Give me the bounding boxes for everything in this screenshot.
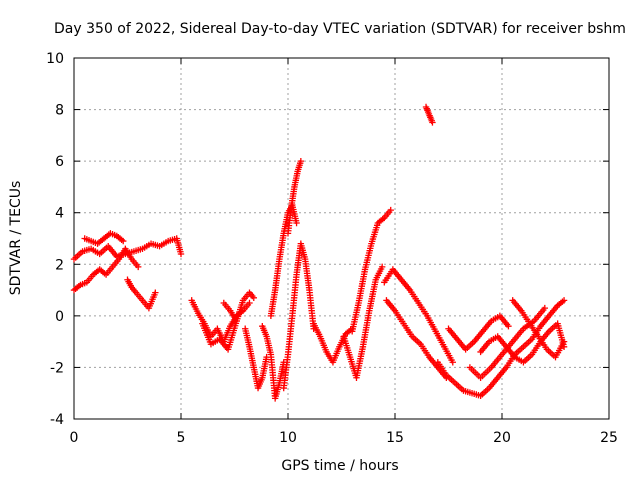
series-track-l bbox=[284, 157, 305, 237]
series-track-f bbox=[199, 317, 240, 353]
y-tick-label: -2 bbox=[50, 360, 64, 376]
series-track-s bbox=[434, 297, 568, 399]
series-track-r bbox=[422, 103, 436, 126]
y-tick-label: 8 bbox=[55, 103, 64, 119]
marker-path bbox=[340, 263, 386, 381]
marker-path bbox=[124, 276, 159, 312]
y-tick-label: 10 bbox=[46, 51, 64, 67]
x-axis-label: GPS time / hours bbox=[281, 458, 398, 474]
marker-path bbox=[349, 206, 394, 335]
marker-path bbox=[81, 230, 127, 247]
series-track-m bbox=[310, 320, 356, 366]
x-tick-label: 15 bbox=[386, 430, 404, 446]
y-tick-label: 2 bbox=[55, 257, 64, 273]
plot-border bbox=[73, 57, 610, 420]
series-track-n bbox=[340, 263, 386, 381]
series-track-w bbox=[466, 304, 548, 381]
series-track-g bbox=[220, 289, 257, 325]
y-tick-label: 6 bbox=[55, 154, 64, 170]
marker-path bbox=[381, 266, 456, 366]
series-track-j bbox=[267, 201, 300, 320]
x-tick-label: 5 bbox=[177, 430, 186, 446]
marker-path bbox=[284, 157, 305, 237]
y-axis-label: SDTVAR / TECUs bbox=[8, 181, 24, 296]
series-track-p bbox=[381, 266, 456, 366]
series-track-c bbox=[81, 230, 127, 247]
series-track-t bbox=[445, 312, 512, 353]
series-track-h bbox=[242, 325, 270, 392]
marker-path bbox=[220, 289, 257, 325]
marker-path bbox=[422, 103, 436, 126]
marker-path bbox=[267, 201, 300, 320]
series-track-b bbox=[70, 245, 142, 294]
chart-title: Day 350 of 2022, Sidereal Day-to-day VTE… bbox=[54, 21, 626, 37]
series-track-u bbox=[477, 320, 568, 366]
y-tick-label: -4 bbox=[50, 412, 64, 428]
marker-path bbox=[466, 304, 548, 381]
y-tick-label: 4 bbox=[55, 206, 64, 222]
x-tick-label: 10 bbox=[279, 430, 297, 446]
marker-path bbox=[280, 240, 317, 392]
x-tick-label: 25 bbox=[600, 430, 618, 446]
series-track-k bbox=[280, 240, 317, 392]
marker-path bbox=[310, 320, 356, 366]
marker-path bbox=[259, 322, 287, 402]
series-track-d bbox=[124, 276, 159, 312]
series-track-o bbox=[349, 206, 394, 335]
grid-lines bbox=[74, 58, 609, 419]
x-tick-label: 20 bbox=[493, 430, 511, 446]
marker-path bbox=[199, 317, 240, 353]
y-tick-label: 0 bbox=[55, 309, 64, 325]
x-tick-label: 0 bbox=[70, 430, 79, 446]
marker-path bbox=[242, 325, 270, 392]
series-track-i bbox=[259, 322, 287, 402]
marker-path bbox=[445, 312, 512, 353]
marker-path bbox=[477, 320, 568, 366]
data-points bbox=[70, 103, 568, 402]
axis-ticks: 0 5 10 15 20 25 -4 -2 0 2 4 6 8 10 bbox=[46, 51, 618, 446]
marker-path bbox=[70, 245, 142, 294]
marker-path bbox=[434, 297, 568, 399]
